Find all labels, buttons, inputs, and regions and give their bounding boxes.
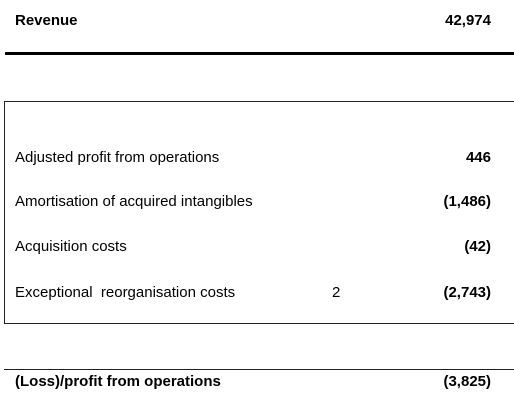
thick-divider [5, 52, 514, 55]
line-item-label: Amortisation of acquired intangibles [15, 193, 253, 210]
revenue-value: 42,974 [445, 12, 491, 29]
line-item-note: 2 [332, 284, 341, 301]
line-item-value: 446 [465, 149, 491, 166]
line-item-label: Adjusted profit from operations [15, 149, 220, 166]
line-item-value: (42) [464, 238, 491, 255]
line-item-value: (2,743) [443, 284, 491, 301]
operations-box [4, 101, 514, 324]
line-item-label: Exceptional reorganisation costs [15, 284, 236, 301]
total-value: (3,825) [443, 373, 491, 390]
total-label: (Loss)/profit from operations [15, 373, 221, 390]
line-item-value: (1,486) [443, 193, 491, 210]
thin-divider [4, 369, 514, 370]
revenue-label: Revenue [15, 12, 78, 29]
line-item-label: Acquisition costs [15, 238, 127, 255]
